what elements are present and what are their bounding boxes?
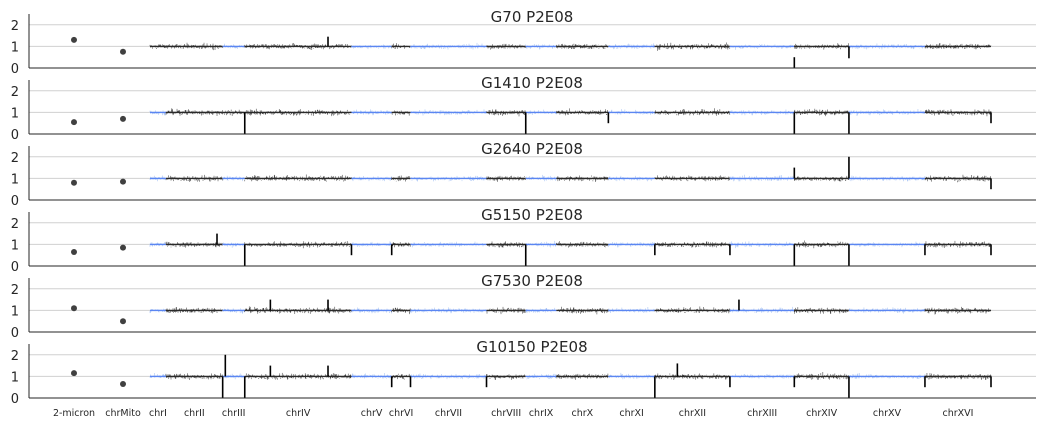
- point-2-micron: [71, 305, 77, 312]
- panel-6: 0 1 2 G10150 P2E08: [11, 338, 1036, 407]
- panel-title: G7530 P2E08: [481, 272, 583, 290]
- trace-chrIII: [222, 242, 245, 248]
- ytick-label: 0: [11, 194, 19, 209]
- point-chrMito: [120, 178, 126, 185]
- xtick-chrXIII: chrXIII: [747, 408, 777, 419]
- ytick-label: 2: [11, 283, 19, 298]
- panel-title: G70 P2E08: [491, 8, 574, 26]
- ytick-label: 2: [11, 85, 19, 100]
- point-chrMito: [120, 380, 126, 387]
- point-chrMito: [120, 244, 126, 251]
- xtick-chrVI: chrVI: [389, 408, 413, 419]
- point-2-micron: [71, 370, 77, 377]
- point-2-micron: [71, 179, 77, 186]
- point-2-micron: [71, 119, 77, 126]
- xtick-chrXV: chrXV: [873, 408, 902, 419]
- point-chrMito: [120, 115, 126, 122]
- xtick-chrVII: chrVII: [435, 408, 462, 419]
- xtick-chrV: chrV: [361, 408, 383, 419]
- xtick-chrXVI: chrXVI: [942, 408, 973, 419]
- ytick-label: 2: [11, 349, 19, 364]
- panel-title: G2640 P2E08: [481, 140, 583, 158]
- point-chrMito: [120, 318, 126, 325]
- xtick-chrI: chrI: [149, 408, 167, 419]
- xtick-2-micron: 2-micron: [53, 408, 95, 419]
- ytick-label: 1: [11, 40, 19, 55]
- point-chrMito: [120, 48, 126, 55]
- ytick-label: 1: [11, 370, 19, 385]
- xtick-chrMito: chrMito: [105, 408, 141, 419]
- xtick-chrIV: chrIV: [286, 408, 311, 419]
- ytick-label: 0: [11, 392, 19, 407]
- ytick-label: 2: [11, 217, 19, 232]
- panel-title: G1410 P2E08: [481, 74, 583, 92]
- ytick-label: 1: [11, 106, 19, 121]
- ytick-label: 1: [11, 172, 19, 187]
- xtick-chrVIII: chrVIII: [491, 408, 521, 419]
- ytick-label: 1: [11, 238, 19, 253]
- panel-5: 0 1 2 G7530 P2E08: [11, 272, 1036, 341]
- ytick-label: 1: [11, 304, 19, 319]
- panel-title: G10150 P2E08: [476, 338, 587, 356]
- panel-title: G5150 P2E08: [481, 206, 583, 224]
- trace-chrI: [149, 373, 167, 378]
- panel-1: 0 1 2 G70 P2E08: [11, 8, 1036, 77]
- xtick-chrXII: chrXII: [679, 408, 706, 419]
- panel-4: 0 1 2 G5150 P2E08: [11, 206, 1036, 275]
- xtick-chrIX: chrIX: [529, 408, 554, 419]
- panel-3: 0 1 2 G2640 P2E08: [11, 140, 1036, 209]
- xtick-chrXI: chrXI: [619, 408, 643, 419]
- xtick-chrXIV: chrXIV: [806, 408, 837, 419]
- ytick-label: 0: [11, 260, 19, 275]
- panel-2: 0 1 2 G1410 P2E08: [11, 74, 1036, 143]
- xtick-chrX: chrX: [572, 408, 594, 419]
- point-2-micron: [71, 248, 77, 255]
- ytick-label: 2: [11, 151, 19, 166]
- ytick-label: 0: [11, 326, 19, 341]
- point-2-micron: [71, 36, 77, 43]
- ytick-label: 2: [11, 19, 19, 34]
- xtick-chrII: chrII: [184, 408, 205, 419]
- x-tick-labels: 2-micron chrMito chrI chrII chrIII chrIV chrV c…: [53, 408, 974, 419]
- ytick-label: 0: [11, 62, 19, 77]
- ytick-label: 0: [11, 128, 19, 143]
- xtick-chrIII: chrIII: [222, 408, 246, 419]
